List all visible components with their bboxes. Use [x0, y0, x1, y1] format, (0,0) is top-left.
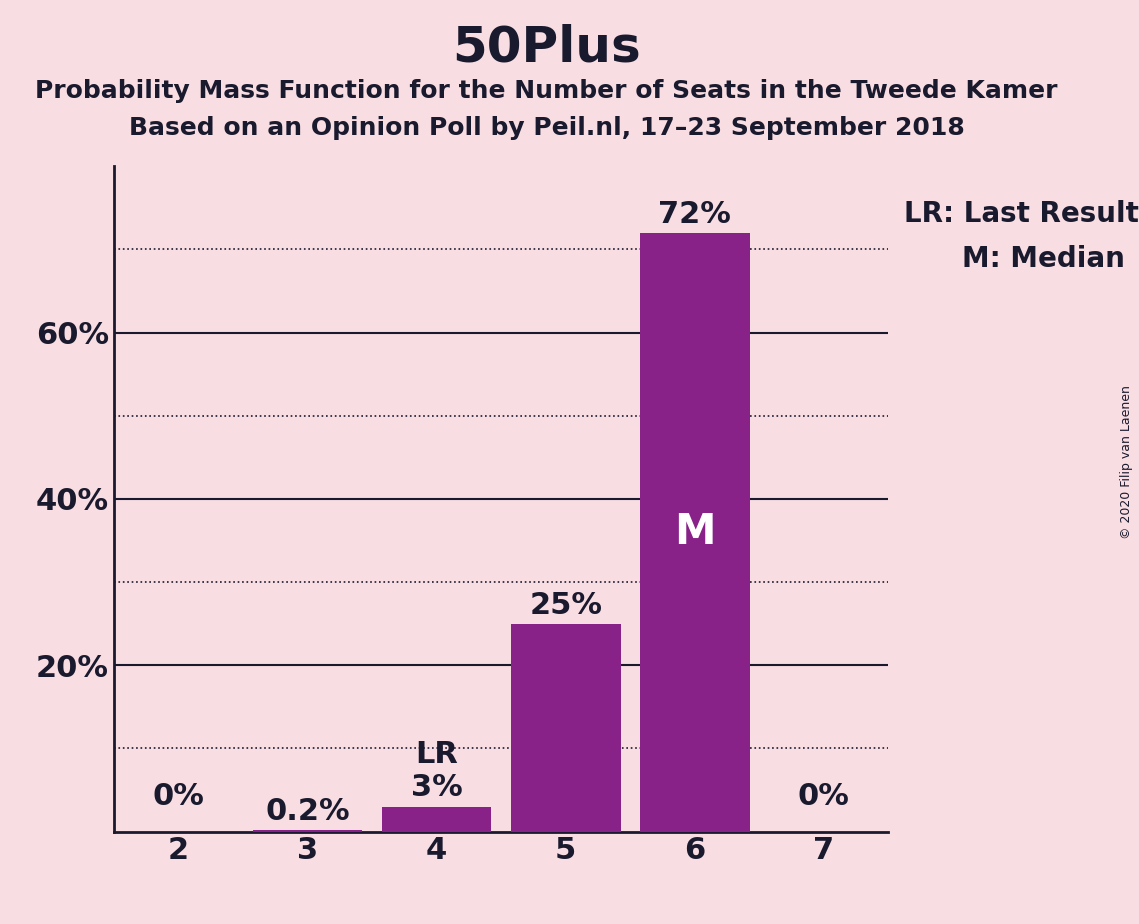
Text: 0%: 0% [153, 782, 204, 811]
Text: © 2020 Filip van Laenen: © 2020 Filip van Laenen [1121, 385, 1133, 539]
Text: Probability Mass Function for the Number of Seats in the Tweede Kamer: Probability Mass Function for the Number… [35, 79, 1058, 103]
Text: 72%: 72% [658, 200, 731, 228]
Text: LR: Last Result: LR: Last Result [904, 200, 1139, 227]
Bar [511, 624, 621, 832]
Bar [253, 830, 362, 832]
Text: M: Median: M: Median [962, 246, 1125, 274]
Text: LR: LR [416, 740, 458, 769]
Text: 0.2%: 0.2% [265, 796, 350, 826]
Text: Based on an Opinion Poll by Peil.nl, 17–23 September 2018: Based on an Opinion Poll by Peil.nl, 17–… [129, 116, 965, 140]
Text: 25%: 25% [530, 590, 603, 620]
Text: 3%: 3% [411, 773, 462, 802]
Bar [382, 807, 491, 832]
Text: 50Plus: 50Plus [452, 23, 641, 71]
Text: M: M [674, 511, 715, 553]
Text: 0%: 0% [798, 782, 850, 811]
Bar [640, 233, 749, 832]
